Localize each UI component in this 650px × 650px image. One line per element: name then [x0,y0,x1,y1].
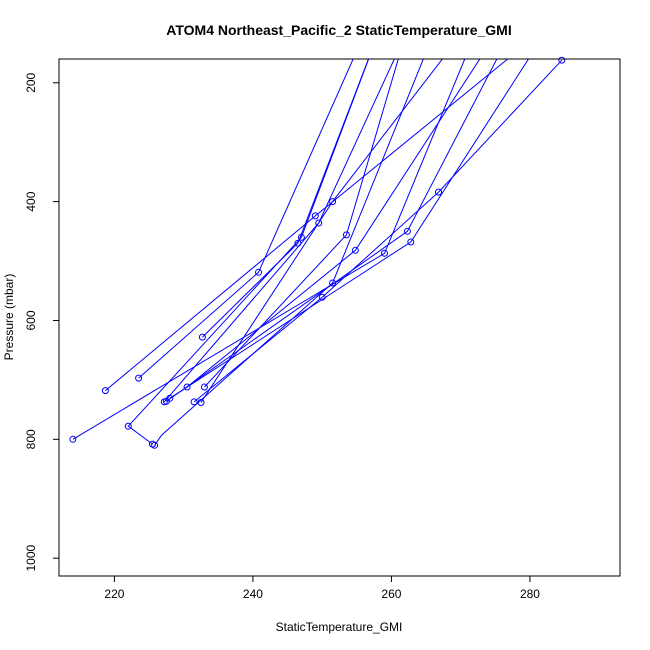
profile-7-point-2 [403,227,411,235]
profile-9-point-4 [558,56,566,64]
profile-13-point-1 [166,394,174,402]
profile-3-point-2 [381,249,388,257]
profile-13-point-2 [407,238,415,246]
profile-2-point-3 [297,233,305,241]
profile-line-4 [105,59,509,391]
profile-3-point-1 [69,435,77,443]
marker-layer [69,56,566,449]
series-layer [72,59,563,446]
x-axis: 220 240 260 280 [104,576,540,601]
profile-12-point-1 [183,383,191,391]
profile-1-point-1 [197,399,205,406]
profile-line-11 [163,59,395,403]
x-tick-label-3: 260 [381,587,401,601]
x-tick-label-2: 240 [243,587,263,601]
profile-9-point-3 [435,188,442,196]
profile-line-3 [72,59,466,440]
profile-9-point-1 [190,398,198,406]
y-axis-label: Pressure (mbar) [2,274,16,361]
profile-line-2 [127,59,370,445]
profile-10-point-1 [198,333,206,341]
profile-line-6 [138,59,354,379]
profile-2-point-2 [124,422,132,430]
profile-line-7 [166,59,498,402]
profile-8-point-1 [200,383,208,391]
profile-6-point-1 [135,374,143,382]
profile-5-point-1 [151,441,159,449]
profile-11-point-2 [315,219,323,227]
y-tick-label-1: 200 [24,72,38,92]
profile-10-point-2 [294,239,302,247]
profile-6-point-2 [255,268,262,276]
profile-8-point-2 [342,231,350,239]
x-tick-label-1: 220 [104,587,124,601]
profile-line-9 [193,59,563,403]
x-tick-label-4: 280 [520,587,540,601]
profile-11-point-1 [160,398,168,406]
profile-5-point-3 [329,279,337,287]
profile-9-point-2 [318,293,326,301]
plot-frame [58,58,621,577]
profile-line-10 [202,59,370,338]
x-axis-label: StaticTemperature_GMI [276,620,403,634]
profile-4-point-1 [101,387,109,395]
y-tick-label-4: 800 [24,429,38,449]
y-tick-label-2: 400 [24,191,38,211]
profile-line-8 [204,59,399,388]
profile-12-point-2 [351,246,359,254]
chart-title: ATOM4 Northeast_Pacific_2 StaticTemperat… [166,22,511,38]
y-tick-label-5: 1000 [24,545,38,572]
profile-line-13 [169,59,530,399]
profile-line-1 [200,59,444,403]
y-axis: 200 400 600 800 1000 [24,72,59,572]
profile-1-point-2 [329,198,337,206]
y-tick-label-3: 600 [24,310,38,330]
profile-line-12 [186,59,481,388]
profile-line-5 [154,59,424,446]
profile-4-point-2 [311,212,319,220]
